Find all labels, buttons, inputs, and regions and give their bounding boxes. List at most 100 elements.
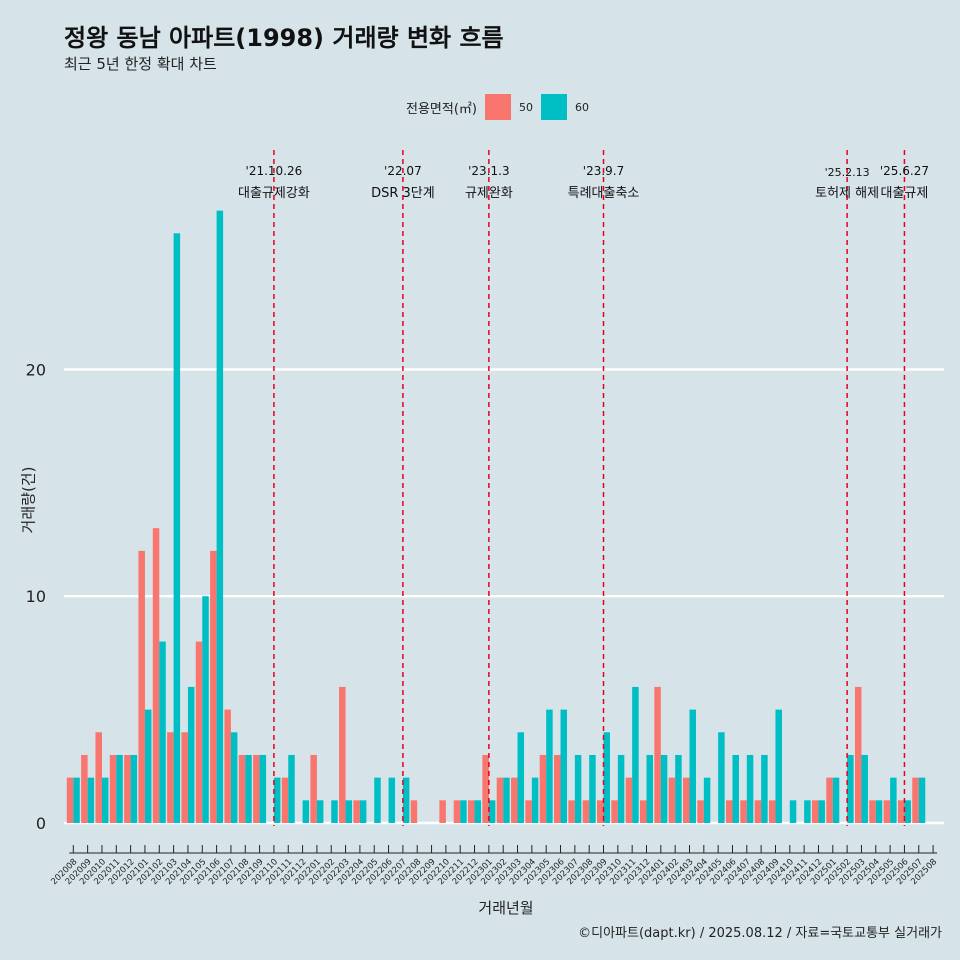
bar-60-202404 — [703, 777, 711, 823]
bar-50-202408 — [754, 800, 762, 823]
bar-50-202501 — [826, 777, 833, 823]
bar-60-202306 — [560, 709, 568, 823]
event-date-label: '25.2.13 — [825, 166, 870, 179]
bar-50-202309 — [597, 800, 604, 823]
bar-60-202408 — [761, 754, 768, 823]
bar-60-202305 — [546, 709, 553, 823]
bar-60-202312 — [646, 754, 653, 823]
bar-60-202008 — [73, 777, 80, 823]
bar-50-202304 — [525, 800, 532, 823]
bar-50-202401 — [654, 686, 661, 823]
bar-60-202201 — [316, 800, 324, 823]
bar-60-202402 — [675, 754, 682, 823]
bar-50-202009 — [81, 754, 88, 823]
bar-60-202102 — [159, 641, 166, 823]
bar-60-202203 — [345, 800, 353, 823]
bar-60-202308 — [589, 754, 596, 823]
bar-50-202212 — [468, 800, 475, 823]
bar-50-202008 — [66, 777, 74, 823]
bar-60-202303 — [517, 732, 525, 823]
bar-60-202503 — [861, 754, 868, 823]
bar-60-202409 — [775, 709, 782, 823]
bar-60-202103 — [173, 233, 181, 823]
bar-50-202507 — [912, 777, 919, 823]
event-name-label: 대출규제 — [881, 186, 929, 201]
bar-50-202103 — [167, 732, 174, 823]
bar-50-202203 — [339, 686, 346, 823]
bar-50-202211 — [453, 800, 461, 823]
bar-60-202502 — [847, 754, 854, 823]
bar-60-202302 — [503, 777, 510, 823]
bar-60-202311 — [632, 686, 639, 823]
bar-50-202407 — [740, 800, 747, 823]
bar-50-202105 — [195, 641, 203, 823]
bar-60-202403 — [689, 709, 696, 823]
bar-60-202407 — [746, 754, 754, 823]
event-name-label: 토허제 해제 — [815, 186, 879, 201]
bar-50-202101 — [138, 550, 145, 823]
bar-60-202307 — [574, 754, 582, 823]
bar-50-202506 — [897, 800, 905, 823]
bar-50-202406 — [725, 800, 733, 823]
bar-50-202012 — [124, 754, 131, 823]
legend-key-50 — [484, 94, 511, 120]
y-tick-label: 0 — [36, 814, 46, 833]
x-axis-title: 거래년월 — [478, 899, 534, 917]
legend-label-60: 60 — [574, 100, 589, 114]
bar-60-202507 — [918, 777, 926, 823]
bar-50-202306 — [554, 754, 561, 823]
bar-50-202111 — [281, 777, 289, 823]
event-date-label: '22.07 — [384, 164, 422, 178]
bar-60-202202 — [331, 800, 338, 823]
bar-60-202405 — [718, 732, 725, 823]
bar-50-202010 — [95, 732, 102, 823]
bar-60-202401 — [660, 754, 668, 823]
y-axis-title: 거래량(건) — [19, 466, 38, 534]
bar-50-202505 — [883, 800, 891, 823]
bar-50-202308 — [582, 800, 590, 823]
bar-60-202108 — [245, 754, 252, 823]
bar-50-202204 — [353, 800, 360, 823]
bar-60-202406 — [732, 754, 739, 823]
bar-50-202109 — [253, 754, 260, 823]
bar-60-202301 — [488, 800, 496, 823]
bar-60-202110 — [273, 777, 281, 823]
bar-60-202107 — [230, 732, 238, 823]
legend: 전용면적(㎡) 50 60 — [406, 93, 589, 121]
bar-60-202010 — [101, 777, 109, 823]
bar-50-202201 — [310, 754, 317, 823]
bar-50-202106 — [210, 550, 217, 823]
y-tick-label: 10 — [26, 587, 46, 606]
bar-50-202412 — [811, 800, 819, 823]
bar-50-202107 — [224, 709, 231, 823]
source-caption: ©디아파트(dapt.kr) / 2025.08.12 / 자료=국토교통부 실… — [578, 926, 942, 941]
bar-50-202104 — [181, 732, 188, 823]
legend-title: 전용면적(㎡) — [406, 101, 477, 117]
bar-50-202402 — [668, 777, 676, 823]
bar-60-202206 — [388, 777, 396, 823]
legend-label-50: 50 — [518, 100, 533, 114]
bar-60-202009 — [87, 777, 95, 823]
legend-key-60 — [540, 94, 567, 120]
bar-50-202102 — [152, 528, 160, 823]
bar-50-202302 — [496, 777, 504, 823]
bar-50-202503 — [854, 686, 862, 823]
event-date-label: '25.6.27 — [880, 164, 929, 178]
bar-50-202301 — [482, 754, 489, 823]
event-date-label: '23.1.3 — [468, 164, 509, 178]
bar-50-202310 — [611, 800, 618, 823]
bar-50-202303 — [511, 777, 518, 823]
bar-50-202011 — [109, 754, 117, 823]
bar-60-202105 — [202, 596, 209, 823]
bar-60-202109 — [259, 754, 267, 823]
bar-60-202111 — [288, 754, 295, 823]
event-date-label: '21.10.26 — [246, 164, 303, 178]
bar-60-202411 — [804, 800, 811, 823]
bar-50-202403 — [682, 777, 690, 823]
bar-50-202307 — [568, 800, 575, 823]
bar-60-202205 — [374, 777, 381, 823]
event-name-label: 대출규제강화 — [238, 186, 310, 201]
bar-60-202309 — [603, 732, 611, 823]
bar-60-202412 — [818, 800, 825, 823]
